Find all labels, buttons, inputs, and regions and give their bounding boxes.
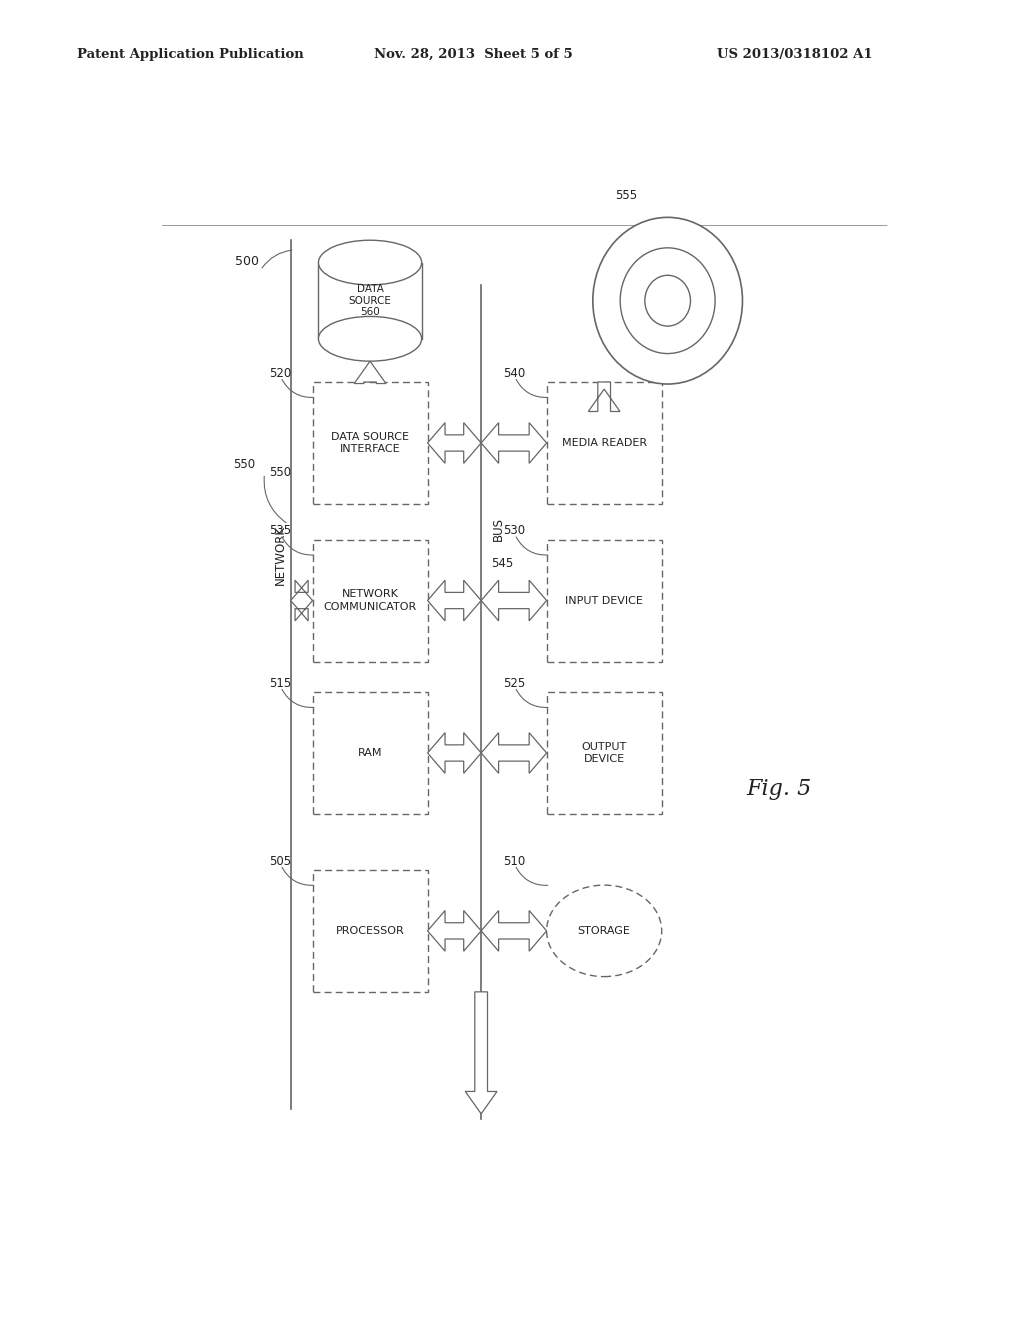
Text: 525: 525: [503, 677, 525, 690]
Polygon shape: [428, 581, 481, 620]
Text: OUTPUT
DEVICE: OUTPUT DEVICE: [582, 742, 627, 764]
Polygon shape: [291, 581, 312, 620]
Bar: [312, 540, 428, 661]
Text: Fig. 5: Fig. 5: [746, 777, 811, 800]
Bar: [312, 870, 428, 991]
Polygon shape: [354, 362, 386, 384]
Text: 555: 555: [615, 189, 638, 202]
Bar: [312, 692, 428, 814]
Text: 515: 515: [269, 677, 291, 690]
Text: 550: 550: [233, 458, 256, 471]
Text: DATA
SOURCE
560: DATA SOURCE 560: [348, 284, 391, 317]
Polygon shape: [481, 581, 547, 620]
Bar: [547, 692, 662, 814]
Text: RAM: RAM: [357, 748, 382, 758]
Text: DATA SOURCE
INTERFACE: DATA SOURCE INTERFACE: [331, 432, 409, 454]
Polygon shape: [588, 381, 620, 412]
Text: 535: 535: [269, 524, 291, 537]
Text: BUS: BUS: [492, 517, 505, 541]
Ellipse shape: [593, 218, 742, 384]
Text: 550: 550: [269, 466, 292, 479]
Text: 540: 540: [503, 367, 525, 380]
Ellipse shape: [318, 317, 422, 362]
Polygon shape: [481, 911, 547, 952]
Ellipse shape: [547, 886, 662, 977]
Bar: [318, 263, 422, 339]
Ellipse shape: [621, 248, 715, 354]
Bar: [312, 381, 428, 504]
Polygon shape: [428, 911, 481, 952]
Polygon shape: [481, 422, 547, 463]
Text: 530: 530: [503, 524, 525, 537]
Text: 500: 500: [236, 255, 259, 268]
Text: US 2013/0318102 A1: US 2013/0318102 A1: [717, 48, 872, 61]
Text: 505: 505: [269, 855, 291, 867]
Polygon shape: [481, 733, 547, 774]
Text: INPUT DEVICE: INPUT DEVICE: [565, 595, 643, 606]
Text: MEDIA READER: MEDIA READER: [561, 438, 647, 447]
Text: 510: 510: [503, 855, 525, 867]
Text: NETWORK
COMMUNICATOR: NETWORK COMMUNICATOR: [324, 589, 417, 611]
Ellipse shape: [645, 276, 690, 326]
Ellipse shape: [318, 240, 422, 285]
Bar: [547, 540, 662, 661]
Bar: [547, 381, 662, 504]
Text: Patent Application Publication: Patent Application Publication: [77, 48, 303, 61]
Polygon shape: [428, 422, 481, 463]
Polygon shape: [465, 991, 497, 1114]
Text: 520: 520: [269, 367, 291, 380]
Polygon shape: [428, 733, 481, 774]
Text: NETWORK: NETWORK: [273, 525, 287, 585]
Text: STORAGE: STORAGE: [578, 925, 631, 936]
Text: PROCESSOR: PROCESSOR: [336, 925, 404, 936]
Text: Nov. 28, 2013  Sheet 5 of 5: Nov. 28, 2013 Sheet 5 of 5: [374, 48, 572, 61]
Text: 545: 545: [492, 557, 514, 570]
